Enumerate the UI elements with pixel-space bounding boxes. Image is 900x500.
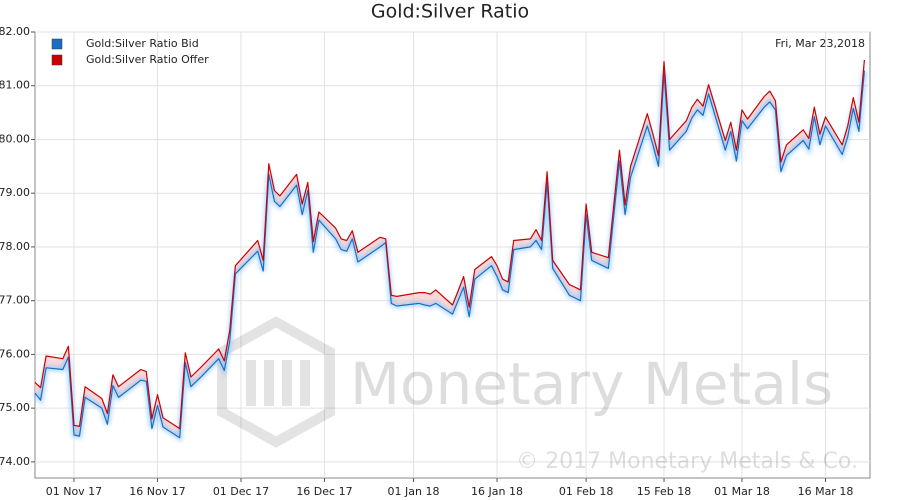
y-tick-label: 80.00 — [0, 132, 30, 145]
annotation: Fri, Mar 23,2018 — [775, 37, 865, 50]
legend-label: Gold:Silver Ratio Offer — [86, 53, 209, 66]
legend-swatch — [51, 54, 63, 66]
y-tick-label: 77.00 — [0, 294, 30, 307]
x-tick-label: 01 Feb 18 — [559, 485, 613, 498]
x-tick-label: 16 Dec 17 — [296, 485, 352, 498]
x-tick-label: 01 Mar 18 — [714, 485, 770, 498]
legend-swatch — [51, 38, 63, 50]
legend: Gold:Silver Ratio Bid Gold:Silver Ratio O… — [51, 37, 209, 66]
series-line — [34, 70, 865, 439]
x-tick-label: 15 Feb 18 — [637, 485, 691, 498]
plot-area — [34, 31, 871, 479]
y-tick-label: 76.00 — [0, 347, 30, 360]
copyright: © 2017 Monetary Metals & Co. — [516, 449, 858, 474]
y-tick-label: 74.00 — [0, 455, 30, 468]
y-tick-label: 78.00 — [0, 240, 30, 253]
x-tick-label: 16 Jan 18 — [471, 485, 523, 498]
y-tick-label: 81.00 — [0, 79, 30, 92]
y-tick-label: 75.00 — [0, 401, 30, 414]
y-tick-label: 79.00 — [0, 186, 30, 199]
x-tick-label: 16 Mar 18 — [798, 485, 854, 498]
x-tick-label: 01 Jan 18 — [388, 485, 440, 498]
series-line — [34, 59, 865, 430]
legend-label: Gold:Silver Ratio Bid — [86, 37, 199, 50]
lines — [33, 59, 867, 443]
y-tick-label: 82.00 — [0, 25, 30, 38]
x-tick-label: 16 Nov 17 — [129, 485, 185, 498]
chart-title: Gold:Silver Ratio — [371, 1, 529, 23]
watermark-logo — [217, 316, 335, 448]
x-tick-label: 01 Dec 17 — [213, 485, 269, 498]
x-tick-label: 01 Nov 17 — [46, 485, 102, 498]
watermark: Monetary Metals — [350, 350, 833, 418]
